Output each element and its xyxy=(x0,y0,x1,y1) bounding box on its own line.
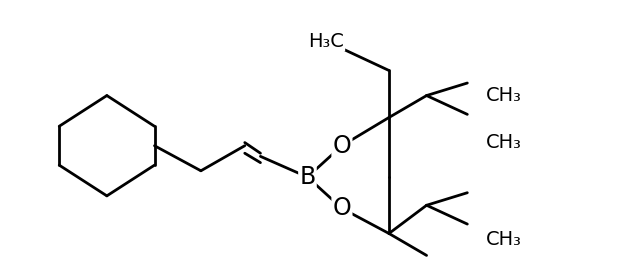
Text: CH₃: CH₃ xyxy=(486,230,522,249)
Text: O: O xyxy=(333,134,351,158)
Text: CH₃: CH₃ xyxy=(486,86,522,105)
Text: H₃C: H₃C xyxy=(308,32,344,50)
Text: O: O xyxy=(333,196,351,220)
Text: B: B xyxy=(300,165,316,189)
Text: CH₃: CH₃ xyxy=(486,133,522,152)
